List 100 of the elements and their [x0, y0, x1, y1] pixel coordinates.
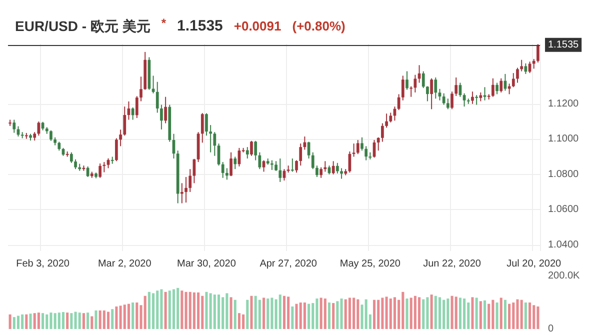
- text: 1.1535: [177, 18, 223, 34]
- bar: [328, 302, 331, 329]
- bar: [132, 302, 134, 329]
- candlestick: [524, 62, 528, 74]
- bar: [536, 306, 540, 329]
- candlestick: [213, 132, 216, 156]
- candlestick: [160, 104, 163, 130]
- bar: [512, 302, 515, 329]
- bar: [106, 312, 110, 329]
- candlestick: [12, 119, 16, 134]
- bar: [434, 296, 437, 329]
- candlestick: [234, 156, 237, 170]
- bar: [234, 300, 236, 329]
- bar: [136, 302, 138, 329]
- ref-line-label: 1.1535: [548, 39, 580, 50]
- bar: [348, 298, 351, 329]
- candlestick: [450, 91, 454, 110]
- candlestick: [140, 76, 142, 102]
- text: (+0.80%): [292, 18, 346, 34]
- bar: [308, 304, 310, 329]
- bar: [192, 292, 196, 329]
- bar: [250, 296, 253, 329]
- bar: [98, 310, 102, 329]
- bar: [438, 297, 442, 329]
- candlestick: [320, 166, 322, 178]
- bar: [205, 292, 208, 329]
- candlestick: [385, 113, 388, 128]
- bar: [291, 306, 294, 329]
- candlestick: [389, 112, 392, 123]
- bar: [86, 312, 90, 329]
- candlestick: [340, 168, 343, 180]
- bar: [152, 293, 155, 329]
- bar: [324, 298, 326, 329]
- bar: [356, 299, 360, 329]
- bar: [475, 298, 478, 329]
- bar: [516, 299, 519, 329]
- y-tick-label: 1.1000: [548, 134, 580, 145]
- bar: [62, 312, 65, 329]
- bar: [422, 299, 425, 329]
- bar: [230, 297, 232, 329]
- bar: [402, 292, 404, 329]
- candlestick: [209, 124, 212, 153]
- chart-title: EUR/USD - 欧元 美元: [15, 18, 150, 34]
- x-tick-label: May 25, 2020: [340, 258, 401, 270]
- bar: [172, 289, 176, 329]
- bar: [463, 298, 466, 329]
- bar: [336, 301, 339, 329]
- bar: [226, 293, 228, 329]
- candlestick: [180, 182, 184, 204]
- candlestick: [422, 70, 425, 89]
- bar: [287, 296, 290, 329]
- x-tick-label: Jul 20, 2020: [506, 258, 562, 270]
- x-tick-label: Apr 27, 2020: [260, 258, 318, 270]
- candlestick: [532, 58, 536, 70]
- bar: [299, 302, 302, 329]
- candlestick: [336, 162, 339, 174]
- candlestick: [454, 76, 458, 96]
- bar: [123, 304, 126, 329]
- candlestick: [516, 67, 519, 84]
- bar: [58, 312, 60, 329]
- bar: [144, 296, 146, 329]
- y-tick-label: 1.0400: [548, 239, 580, 250]
- bar: [238, 313, 240, 329]
- candlestick: [246, 146, 249, 160]
- text: +0.0091: [234, 18, 282, 34]
- bar: [180, 290, 184, 329]
- bar: [21, 314, 24, 329]
- candlestick: [311, 152, 314, 170]
- candlestick: [434, 76, 438, 100]
- candlestick: [290, 158, 294, 172]
- candlestick: [258, 152, 262, 170]
- candlestick: [520, 59, 524, 72]
- candlestick: [471, 91, 474, 104]
- bar: [381, 298, 384, 329]
- bar: [66, 312, 69, 329]
- bar: [450, 296, 454, 329]
- bar: [25, 314, 28, 329]
- bar: [209, 293, 212, 329]
- bar: [164, 292, 167, 329]
- candlestick: [221, 162, 224, 178]
- bar: [42, 313, 44, 329]
- candlestick: [512, 72, 515, 88]
- candlestick: [119, 129, 122, 147]
- bar: [410, 298, 412, 329]
- bar: [500, 298, 502, 329]
- candlestick: [360, 136, 364, 152]
- y-tick-label: 1.0800: [548, 168, 580, 180]
- candlestick: [50, 130, 52, 142]
- bar: [37, 312, 40, 329]
- bar: [442, 300, 446, 329]
- candlestick: [250, 140, 253, 156]
- candlestick: [381, 122, 384, 142]
- y-tick-label: 1.0600: [548, 204, 580, 216]
- candlestick: [188, 168, 192, 192]
- candlestick: [364, 146, 368, 161]
- bar: [454, 296, 458, 329]
- bar: [520, 300, 523, 329]
- candlestick: [426, 86, 429, 102]
- bar: [492, 300, 494, 329]
- bar: [94, 310, 98, 329]
